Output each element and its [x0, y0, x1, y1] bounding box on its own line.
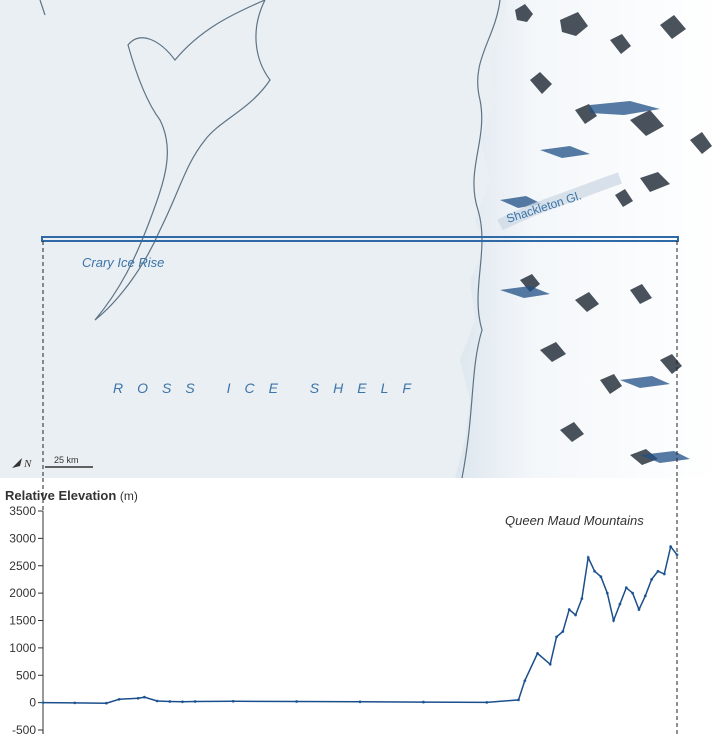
- y-tick-label: 2000: [9, 586, 36, 600]
- chart-title-text: Relative Elevation: [5, 488, 116, 503]
- profile-transect-line: [41, 236, 679, 242]
- queen-maud-mountains-label: Queen Maud Mountains: [505, 513, 644, 528]
- y-axis-ticks: -500 0 500 1000 1500 2000 2500 3000 3500: [9, 504, 43, 737]
- scale-bar: 25 km: [45, 455, 93, 468]
- crary-ice-rise-label: Crary Ice Rise: [82, 255, 164, 270]
- mountain-region: [455, 0, 720, 478]
- y-tick-label: -500: [12, 723, 36, 737]
- ross-ice-shelf-label: ROSS ICE SHELF: [113, 380, 425, 396]
- crary-ice-rise-outline: [39, 0, 271, 321]
- y-tick-label: 3000: [9, 531, 36, 545]
- chart-title: Relative Elevation (m): [5, 488, 138, 503]
- rock-outcrops: [515, 4, 712, 465]
- y-tick-label: 0: [29, 696, 36, 710]
- y-tick-label: 1000: [9, 641, 36, 655]
- y-tick-label: 3500: [9, 504, 36, 518]
- y-tick-label: 2500: [9, 559, 36, 573]
- north-label: N: [23, 458, 32, 470]
- elevation-points: [41, 545, 679, 705]
- scale-bar-label: 25 km: [54, 455, 79, 465]
- north-arrow-icon: N: [12, 458, 32, 470]
- blue-ice-streaks: [500, 101, 690, 463]
- y-tick-label: 500: [16, 668, 36, 682]
- chart-title-unit: (m): [120, 489, 138, 503]
- elevation-chart: Relative Elevation (m) Queen Maud Mounta…: [5, 478, 679, 737]
- grounding-line: [461, 0, 501, 478]
- elevation-trend-line: [42, 544, 678, 704]
- satellite-map: Crary Ice Rise ROSS ICE SHELF Shackleton…: [0, 0, 720, 478]
- shackleton-glacier: [497, 172, 622, 231]
- y-tick-label: 1500: [9, 614, 36, 628]
